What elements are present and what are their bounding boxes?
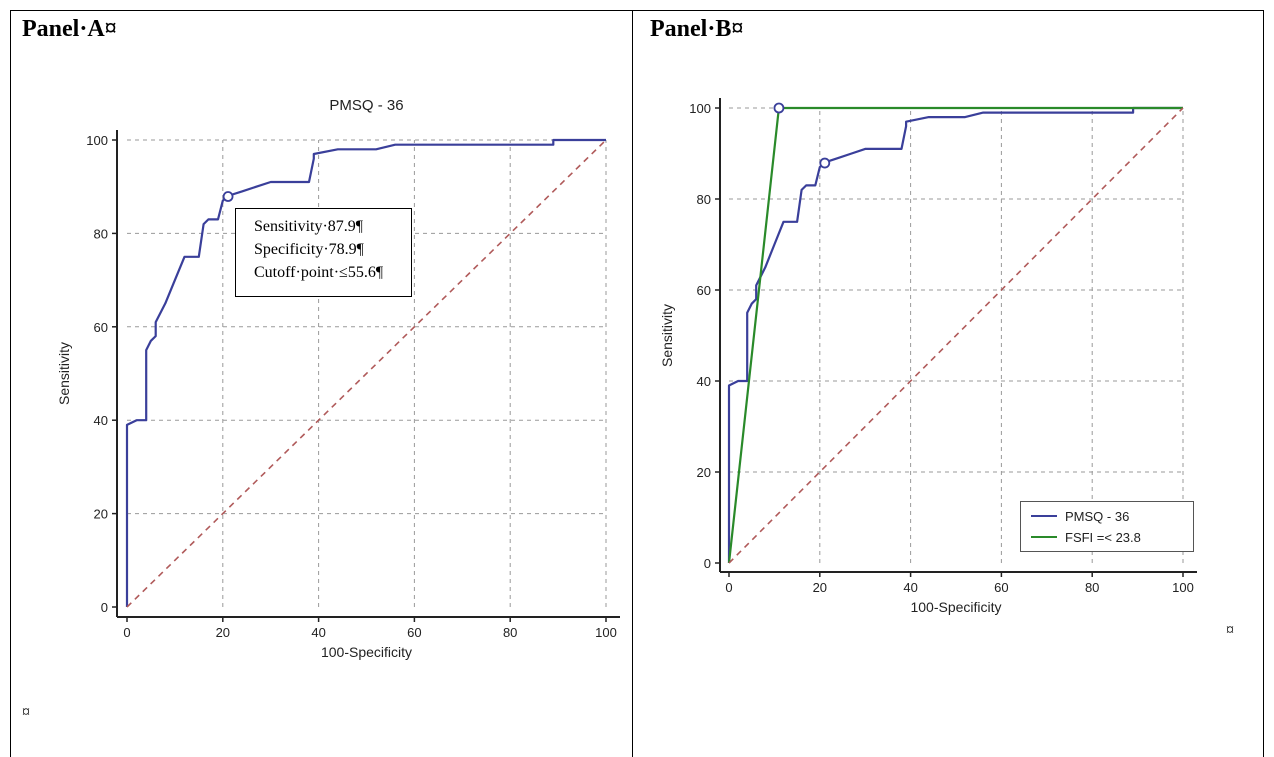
x-tick-label-40: 40 <box>903 580 917 595</box>
y-tick-label-40: 40 <box>697 374 711 389</box>
legend-label-pmsq: PMSQ - 36 <box>1065 508 1130 524</box>
y-tick-label-0: 0 <box>101 600 108 615</box>
legend-swatch-pmsq <box>1031 515 1057 517</box>
x-tick-label-20: 20 <box>813 580 827 595</box>
legend-panel-b: PMSQ - 36 FSFI =< 23.8 <box>1020 501 1194 552</box>
x-axis-label: 100-Specificity <box>321 644 412 660</box>
y-tick-label-0: 0 <box>704 556 711 571</box>
panel-b-title: Panel·B¤ <box>650 16 744 42</box>
y-tick-label-60: 60 <box>94 320 108 335</box>
annotation-specificity: Specificity·78.9¶ <box>254 241 364 258</box>
panel-a-title: Panel·A¤ <box>22 16 117 42</box>
legend-item-pmsq: PMSQ - 36 <box>1031 507 1129 525</box>
reference-diagonal-line <box>728 107 1184 564</box>
legend-swatch-fsfi <box>1031 536 1057 538</box>
x-tick-label-100: 100 <box>1172 580 1194 595</box>
y-tick-label-80: 80 <box>94 226 108 241</box>
legend-label-fsfi: FSFI =< 23.8 <box>1065 529 1141 545</box>
y-tick-label-100: 100 <box>689 101 711 116</box>
panel-b-pilcrow: ¤ <box>1226 622 1234 639</box>
roc-curve-pmsq-36 <box>727 106 1183 563</box>
y-tick-label-20: 20 <box>697 465 711 480</box>
y-axis-label: Sensitivity <box>659 304 675 367</box>
x-tick-label-40: 40 <box>311 625 325 640</box>
y-tick-label-80: 80 <box>697 192 711 207</box>
figure-frame <box>10 10 1264 757</box>
x-tick-label-60: 60 <box>407 625 421 640</box>
reference-diagonal-line <box>126 139 607 608</box>
annotation-cutoff: Cutoff·point·≤55.6¶ <box>254 264 384 281</box>
panel-a-pilcrow: ¤ <box>22 704 30 721</box>
roc-curve-pmsq-36 <box>125 138 606 607</box>
x-axis-label: 100-Specificity <box>910 599 1001 615</box>
x-tick-label-0: 0 <box>725 580 732 595</box>
panel-divider <box>632 10 633 757</box>
roc-chart-panel-a: 0 20 40 60 80 100 0 20 40 60 80 100 100-Specificity S… <box>56 97 620 660</box>
x-tick-label-60: 60 <box>994 580 1008 595</box>
chart-title: PMSQ - 36 <box>329 97 403 114</box>
cutoff-point-marker-1 <box>773 102 785 114</box>
x-tick-label-0: 0 <box>123 625 130 640</box>
x-tick-label-100: 100 <box>595 625 617 640</box>
legend-item-fsfi: FSFI =< 23.8 <box>1031 528 1141 546</box>
x-tick-label-20: 20 <box>216 625 230 640</box>
cutoff-point-marker-0 <box>819 157 831 169</box>
annotation-sensitivity: Sensitivity·87.9¶ <box>254 218 364 235</box>
y-tick-label-20: 20 <box>94 507 108 522</box>
y-axis-label: Sensitivity <box>56 342 72 405</box>
y-tick-label-60: 60 <box>697 283 711 298</box>
cutoff-annotation-box: Sensitivity·87.9¶ Specificity·78.9¶ Cuto… <box>235 208 412 297</box>
y-tick-label-100: 100 <box>86 133 108 148</box>
cutoff-point-marker-0 <box>222 191 234 202</box>
x-tick-label-80: 80 <box>1085 580 1099 595</box>
y-tick-label-40: 40 <box>94 413 108 428</box>
x-tick-label-80: 80 <box>503 625 517 640</box>
